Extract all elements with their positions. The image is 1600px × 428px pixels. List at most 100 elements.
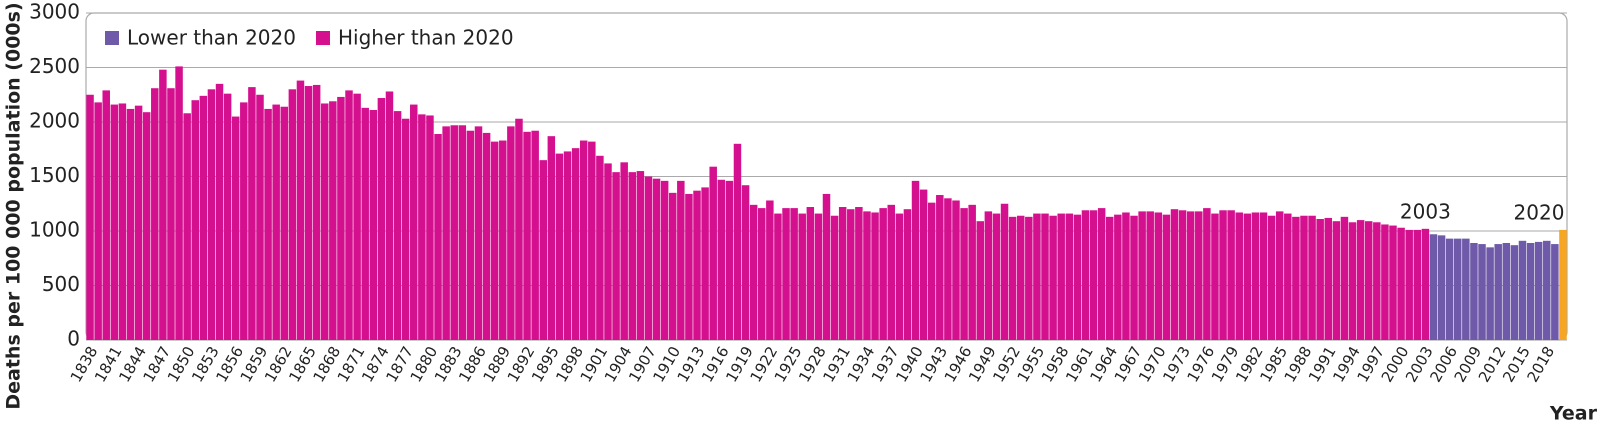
bar (110, 104, 119, 340)
y-tick-label: 1500 (29, 163, 80, 187)
bar (1081, 210, 1090, 340)
bar (1016, 215, 1025, 340)
bar (644, 176, 653, 340)
bar (636, 171, 645, 340)
bar (709, 166, 717, 340)
bar (1502, 242, 1511, 340)
bar (1510, 245, 1519, 340)
bar (337, 96, 345, 341)
bar (1275, 211, 1284, 340)
bar (418, 114, 426, 341)
bar (272, 104, 280, 340)
bar (248, 87, 256, 341)
bar (183, 113, 191, 340)
bar (199, 95, 208, 340)
bar (1445, 238, 1454, 340)
bar (312, 84, 321, 340)
bar (175, 66, 183, 340)
bar (749, 204, 758, 340)
bar (1089, 210, 1098, 340)
y-tick-label: 500 (42, 272, 80, 296)
bar (1300, 215, 1308, 340)
bar (1041, 213, 1049, 340)
bar (1478, 244, 1486, 340)
bar (774, 213, 782, 340)
bar (361, 107, 369, 340)
bar (1494, 244, 1502, 340)
bar (871, 212, 879, 340)
bar (725, 180, 734, 340)
bar (1000, 203, 1009, 340)
bar (515, 118, 523, 340)
bar (1219, 210, 1227, 340)
bar (458, 125, 467, 341)
bar (968, 204, 976, 340)
bar (701, 187, 709, 340)
bar (604, 163, 612, 340)
bar (620, 162, 628, 340)
bar (264, 108, 272, 340)
bar (798, 213, 806, 340)
bar (1097, 208, 1106, 340)
bar (936, 195, 944, 340)
bar (1025, 216, 1033, 340)
bar (466, 130, 475, 340)
bar (733, 143, 742, 340)
bar (1130, 215, 1138, 340)
bar (822, 193, 831, 340)
bar (1227, 210, 1235, 340)
bar (927, 202, 936, 340)
bar (660, 180, 669, 340)
bar (547, 136, 556, 340)
bar (191, 100, 200, 340)
bar (960, 208, 968, 340)
bar (1437, 235, 1446, 340)
bar (329, 101, 337, 340)
bar (126, 108, 135, 340)
y-tick-label: 1000 (29, 218, 80, 242)
bar (167, 88, 175, 341)
bar (474, 126, 483, 340)
bar (102, 90, 110, 340)
bar (1033, 213, 1041, 340)
bar (385, 91, 394, 340)
bar (1397, 227, 1405, 340)
bar (596, 155, 604, 340)
bar (1114, 214, 1122, 340)
bar (223, 93, 232, 340)
bar (919, 189, 928, 340)
bar (758, 208, 766, 340)
bar (401, 118, 410, 340)
bar (1211, 213, 1219, 340)
bar (814, 213, 823, 340)
bar (393, 111, 402, 340)
bar (94, 102, 102, 340)
bar (1316, 219, 1324, 340)
bar (741, 185, 750, 340)
bar (499, 140, 507, 340)
bar (903, 209, 912, 340)
bar (1154, 212, 1163, 340)
bar (1413, 229, 1422, 340)
bar (1195, 211, 1203, 340)
bar (442, 126, 450, 340)
bar (296, 80, 305, 340)
bar (782, 208, 790, 340)
bar (353, 93, 361, 340)
bar (507, 126, 515, 340)
bar (1267, 215, 1276, 340)
bar (134, 105, 143, 341)
bar (1049, 215, 1057, 340)
bar (1065, 213, 1074, 340)
bar (612, 172, 620, 340)
bar (1308, 215, 1316, 340)
bar (579, 140, 588, 340)
bar (879, 208, 887, 340)
bar (911, 180, 920, 340)
bar (685, 193, 693, 340)
bar (571, 148, 580, 340)
bar (434, 133, 442, 340)
bar (1470, 242, 1478, 340)
bar (693, 190, 701, 340)
bar (944, 198, 952, 340)
